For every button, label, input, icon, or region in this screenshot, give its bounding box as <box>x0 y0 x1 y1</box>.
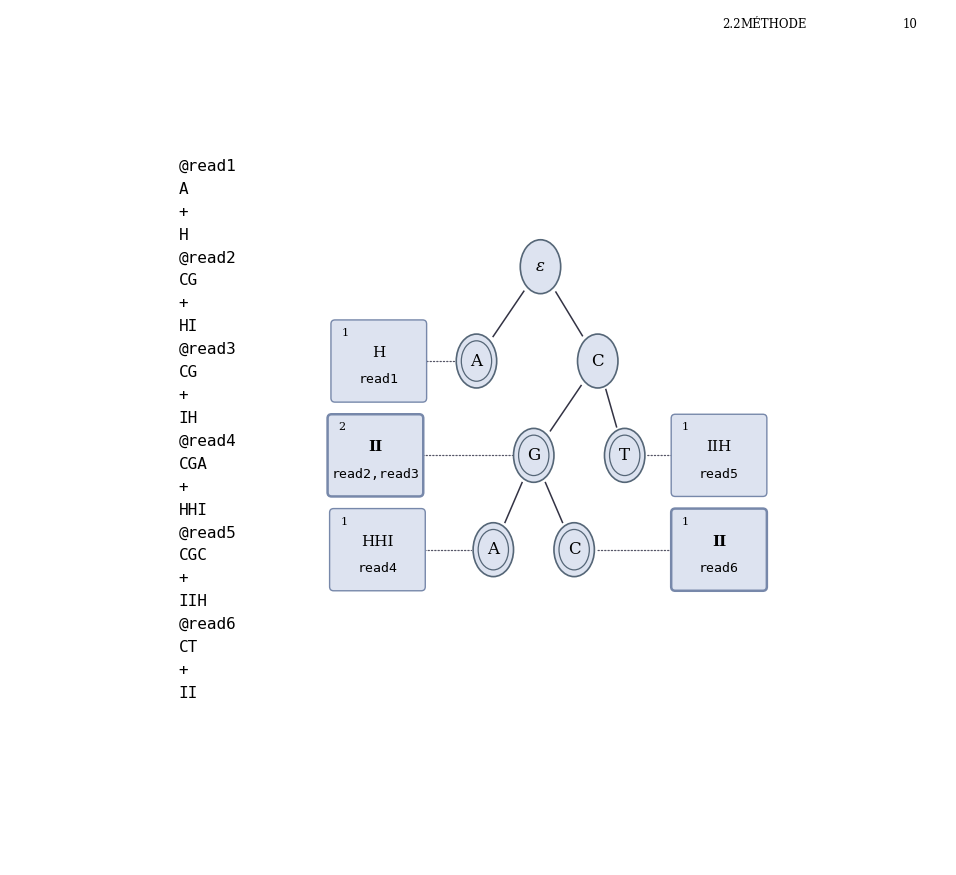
Ellipse shape <box>577 334 618 388</box>
Text: read5: read5 <box>699 468 739 480</box>
Ellipse shape <box>604 429 645 482</box>
Text: +: + <box>179 297 188 311</box>
Text: A: A <box>488 541 499 558</box>
Text: T: T <box>619 447 630 464</box>
Text: read4: read4 <box>358 562 398 575</box>
Text: @read3: @read3 <box>179 342 236 357</box>
Text: HHI: HHI <box>361 535 394 549</box>
Text: read2,read3: read2,read3 <box>332 468 420 480</box>
Text: HHI: HHI <box>179 502 207 517</box>
Text: C: C <box>592 353 604 369</box>
Text: C: C <box>568 541 580 558</box>
Ellipse shape <box>456 334 497 388</box>
Text: 1: 1 <box>341 328 349 338</box>
Text: ε: ε <box>536 258 545 276</box>
Ellipse shape <box>520 240 560 294</box>
Text: read6: read6 <box>699 562 739 575</box>
Text: G: G <box>527 447 540 464</box>
Text: MÉTHODE: MÉTHODE <box>741 18 808 31</box>
FancyBboxPatch shape <box>330 508 425 591</box>
Text: 1: 1 <box>682 516 689 527</box>
Text: 10: 10 <box>902 18 918 31</box>
Text: II: II <box>368 440 382 454</box>
Text: @read1: @read1 <box>179 159 236 174</box>
Text: read1: read1 <box>358 374 399 387</box>
Text: @read6: @read6 <box>179 617 236 632</box>
Text: CG: CG <box>179 273 198 289</box>
Text: CGA: CGA <box>179 457 207 472</box>
Text: A: A <box>179 182 188 197</box>
Text: 2.2: 2.2 <box>722 18 740 31</box>
Text: @read4: @read4 <box>179 434 236 449</box>
Text: A: A <box>470 353 483 369</box>
Ellipse shape <box>513 429 554 482</box>
Text: HI: HI <box>179 319 198 334</box>
Text: II: II <box>179 686 198 701</box>
Ellipse shape <box>554 522 595 577</box>
Ellipse shape <box>473 522 513 577</box>
Text: @read2: @read2 <box>179 250 236 265</box>
Text: @read5: @read5 <box>179 525 236 541</box>
FancyBboxPatch shape <box>671 414 767 496</box>
Text: II: II <box>712 535 727 549</box>
Text: CG: CG <box>179 365 198 380</box>
Text: CT: CT <box>179 640 198 655</box>
Text: 2: 2 <box>338 423 345 432</box>
Text: H: H <box>179 228 188 242</box>
Text: 1: 1 <box>340 516 347 527</box>
FancyBboxPatch shape <box>328 414 424 496</box>
FancyBboxPatch shape <box>671 508 767 591</box>
Text: +: + <box>179 663 188 678</box>
Text: H: H <box>372 346 385 360</box>
Text: +: + <box>179 571 188 586</box>
Text: +: + <box>179 205 188 220</box>
Text: +: + <box>179 388 188 403</box>
Text: IH: IH <box>179 411 198 426</box>
Text: IIH: IIH <box>179 594 207 609</box>
Text: CGC: CGC <box>179 549 207 564</box>
Text: 1: 1 <box>682 423 689 432</box>
Text: IIH: IIH <box>706 440 731 454</box>
FancyBboxPatch shape <box>331 320 426 402</box>
Text: +: + <box>179 480 188 494</box>
